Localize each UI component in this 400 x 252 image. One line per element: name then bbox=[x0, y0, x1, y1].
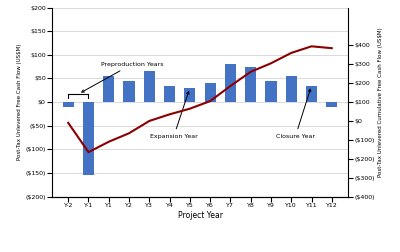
Bar bbox=[286, 76, 297, 102]
Text: Expansion Year: Expansion Year bbox=[150, 91, 198, 139]
Bar bbox=[184, 88, 196, 102]
Y-axis label: Post-Tax Unlevered Free Cash Flow (US$M): Post-Tax Unlevered Free Cash Flow (US$M) bbox=[18, 44, 22, 160]
Bar bbox=[124, 81, 135, 102]
Text: Preproduction Years: Preproduction Years bbox=[82, 62, 163, 92]
Bar bbox=[204, 83, 216, 102]
Bar bbox=[265, 81, 276, 102]
Bar bbox=[225, 64, 236, 102]
Bar bbox=[164, 85, 175, 102]
Bar bbox=[245, 67, 256, 102]
X-axis label: Project Year: Project Year bbox=[178, 211, 222, 219]
Y-axis label: Post-Tax Unlevered Cumulative Free Cash Flow (US$M): Post-Tax Unlevered Cumulative Free Cash … bbox=[378, 27, 382, 177]
Text: Closure Year: Closure Year bbox=[276, 89, 315, 139]
Bar bbox=[103, 76, 114, 102]
Bar bbox=[63, 102, 74, 107]
Bar bbox=[83, 102, 94, 175]
Bar bbox=[326, 102, 337, 107]
Bar bbox=[144, 71, 155, 102]
Bar bbox=[306, 85, 317, 102]
